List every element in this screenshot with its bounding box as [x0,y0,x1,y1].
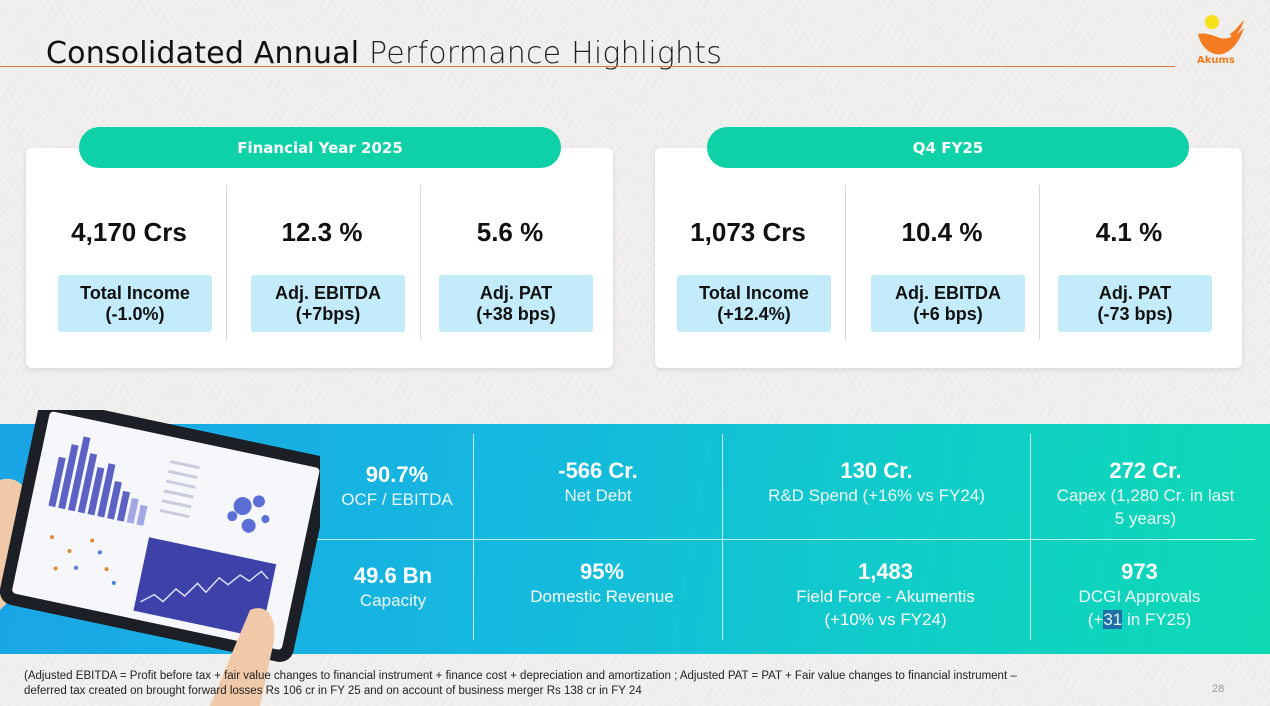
metric-label: Adj. PAT [1098,282,1172,303]
title-underline [0,66,1175,67]
metric-value: 4,170 Crs [71,217,187,247]
page-title-bold: Consolidated Annual [46,36,360,71]
stat-value: 130 Cr. [840,458,913,483]
stat-label: Capex (1,280 Cr. in last [1056,486,1235,505]
fy25-total-income: 4,170 Crs Total Income (-1.0%) [32,185,226,340]
fy25-pill: Financial Year 2025 [79,127,561,168]
metric-label: Total Income [80,282,190,303]
metric-value: 12.3 % [281,217,363,247]
stat-label: DCGI Approvals [1078,587,1201,606]
stat-value: 973 [1121,559,1158,584]
grid-divider [1030,434,1031,640]
footnote: (Adjusted EBITDA = Profit before tax + f… [24,669,1194,699]
metric-value: 5.6 % [476,217,544,247]
stat-capex: 272 Cr. Capex (1,280 Cr. in last 5 years… [1031,458,1260,530]
fy25-adj-ebitda: 12.3 % Adj. EBITDA (+7bps) [225,185,419,340]
stat-label-2: 5 years) [1114,509,1177,528]
fy25-adj-pat: 5.6 % Adj. PAT (+38 bps) [413,185,607,340]
stat-field-force: 1,483 Field Force - Akumentis (+10% vs F… [723,559,1048,631]
q4-adj-pat: 4.1 % Adj. PAT (-73 bps) [1032,185,1226,340]
column-divider [226,185,227,340]
metric-change: (-1.0%) [105,303,165,324]
stat-rnd: 130 Cr. R&D Spend (+16% vs FY24) [723,458,1030,507]
stat-value: 272 Cr. [1109,458,1182,483]
stat-domestic: 95% Domestic Revenue [474,559,730,608]
column-divider [845,185,846,340]
stat-value: 90.7% [365,462,429,487]
metric-label: Adj. EBITDA [275,282,381,303]
metric-label: Adj. EBITDA [895,282,1001,303]
stat-dcgi: 973 DCGI Approvals (+31 in FY25) [1031,559,1248,631]
metric-change: (+38 bps) [476,303,556,324]
page-number: 28 [1212,683,1225,695]
logo-text: Akums [1197,55,1235,66]
q4-total-income: 1,073 Crs Total Income (+12.4%) [651,185,845,340]
metric-value: 4.1 % [1095,217,1163,247]
akums-logo-icon [1198,15,1244,55]
stat-label: Capacity [359,591,427,610]
metric-value: 10.4 % [901,217,983,247]
metric-label: Adj. PAT [479,282,553,303]
metric-label-box: Total Income (-1.0%) [58,275,212,332]
metric-value: 1,073 Crs [690,217,806,247]
stat-value: -566 Cr. [558,458,638,483]
column-divider [1039,185,1040,340]
stat-value: 95% [579,559,625,584]
stat-value: 49.6 Bn [353,563,433,588]
metric-label: Total Income [699,282,809,303]
stat-label: Net Debt [564,486,632,505]
grid-divider [722,434,723,640]
stat-capacity: 49.6 Bn Capacity [316,563,470,612]
metric-label-box: Adj. EBITDA (+7bps) [251,275,405,332]
grid-divider [300,539,1255,540]
q4-pill: Q4 FY25 [707,127,1189,168]
dcgi-prefix: (+ [1087,610,1104,629]
metric-label-box: Adj. PAT (+38 bps) [439,275,593,332]
metric-label-box: Adj. EBITDA (+6 bps) [871,275,1025,332]
stat-label-2: (+10% vs FY24) [824,610,947,629]
metric-change: (+12.4%) [717,303,791,324]
grid-divider [473,434,474,640]
metric-label-box: Total Income (+12.4%) [677,275,831,332]
stat-ocf: 90.7% OCF / EBITDA [322,462,472,511]
stat-label: OCF / EBITDA [341,490,453,509]
metric-change: (-73 bps) [1097,303,1173,324]
metric-label-box: Adj. PAT (-73 bps) [1058,275,1212,332]
stat-label-2: (+31 in FY25) [1031,608,1248,631]
q4-adj-ebitda: 10.4 % Adj. EBITDA (+6 bps) [845,185,1039,340]
stat-label: R&D Spend (+16% vs FY24) [768,486,985,505]
stat-label: Domestic Revenue [530,587,674,606]
dcgi-highlight: 31 [1103,610,1123,629]
tablet-image [0,410,320,706]
stat-value: 1,483 [857,559,914,584]
stat-label: Field Force - Akumentis [796,587,975,606]
column-divider [420,185,421,340]
metric-change: (+6 bps) [913,303,983,324]
footnote-line-1: (Adjusted EBITDA = Profit before tax + f… [24,670,1017,682]
page-title: Consolidated Annual Performance Highligh… [46,36,722,71]
dcgi-suffix: in FY25) [1122,610,1192,629]
metric-change: (+7bps) [295,303,361,324]
page-title-light: Performance Highlights [369,36,723,71]
stat-net-debt: -566 Cr. Net Debt [474,458,722,507]
footnote-line-2: deferred tax created on brought forward … [24,685,642,697]
